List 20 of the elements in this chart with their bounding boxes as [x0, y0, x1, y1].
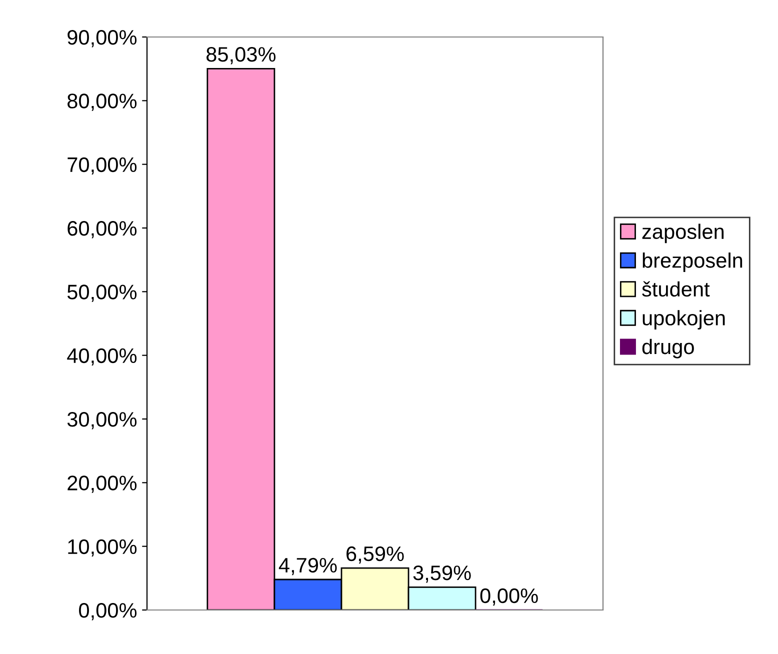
y-tick-label: 0,00%	[79, 603, 137, 620]
legend-label: zaposlen	[642, 224, 724, 244]
legend-label: študent	[642, 281, 710, 297]
y-tick-label: 80,00%	[68, 94, 137, 111]
data-label: 6,59%	[346, 546, 404, 564]
y-tick-label: 70,00%	[68, 157, 137, 175]
y-tick-label: 50,00%	[67, 284, 137, 302]
data-label: 4,79%	[278, 558, 337, 576]
legend-label: brezposeln	[642, 252, 742, 272]
y-tick-label: 10,00%	[68, 539, 137, 557]
y-tick-label: 90,00%	[68, 30, 137, 48]
y-tick-label: 20,00%	[68, 476, 137, 493]
data-label: 3,59%	[413, 565, 471, 583]
data-label: 85,03%	[206, 46, 276, 64]
y-tick-label: 30,00%	[67, 412, 137, 430]
y-tick-label: 60,00%	[68, 221, 137, 238]
legend-label: drugo	[642, 338, 694, 358]
data-label: 0,00%	[480, 588, 538, 606]
y-tick-label: 40,00%	[67, 348, 137, 366]
legend-label: upokojen	[642, 310, 725, 330]
